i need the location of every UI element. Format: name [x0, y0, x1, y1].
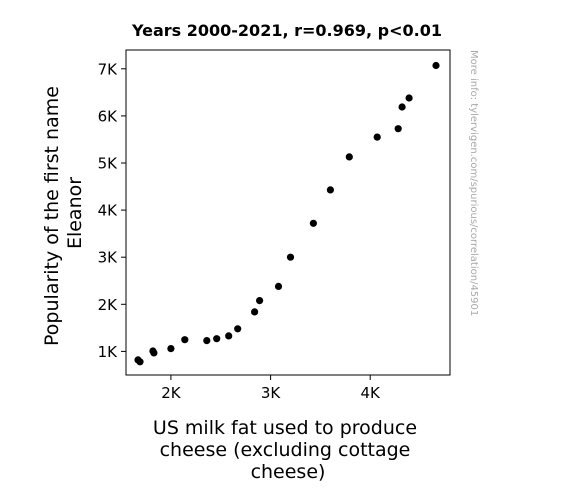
- data-point: [167, 345, 175, 353]
- data-point: [251, 308, 259, 316]
- data-point: [286, 253, 295, 261]
- data-point: [432, 61, 440, 70]
- y-tick-label: 7K: [98, 60, 119, 78]
- x-tick-label: 4K: [361, 384, 382, 402]
- x-axis-label: US milk fat used to produce cheese (excl…: [153, 417, 423, 483]
- x-axis-label-line-1: US milk fat used to produce: [153, 417, 417, 439]
- y-axis: 1K 2K 3K 4K 5K 6K 7K: [98, 60, 126, 361]
- data-point: [405, 94, 413, 102]
- watermark-text: More info: tylervigen.com/spurious/corre…: [468, 50, 479, 316]
- x-tick-label: 3K: [261, 384, 282, 402]
- y-tick-label: 5K: [98, 155, 119, 173]
- x-tick-label: 2K: [161, 384, 182, 402]
- data-point: [181, 336, 189, 344]
- data-point: [398, 103, 406, 111]
- data-point: [394, 125, 402, 133]
- y-tick-label: 1K: [98, 343, 119, 361]
- y-tick-label: 4K: [98, 202, 119, 220]
- y-tick-label: 2K: [98, 296, 119, 314]
- data-point: [203, 337, 211, 345]
- data-points: [134, 61, 440, 366]
- plot-area: [125, 49, 451, 376]
- x-axis-label-line-2: cheese (excluding cottage: [160, 439, 411, 461]
- data-point: [345, 153, 353, 161]
- data-point: [326, 186, 334, 194]
- y-axis-label: Popularity of the first name Eleanor: [41, 80, 86, 346]
- x-axis-label-line-3: cheese): [251, 461, 326, 483]
- data-point: [150, 349, 158, 357]
- y-axis-label-line-1: Popularity of the first name: [41, 86, 63, 346]
- data-point: [213, 335, 221, 343]
- y-tick-label: 3K: [98, 249, 119, 267]
- data-point: [136, 358, 144, 366]
- data-point: [309, 219, 317, 227]
- data-point: [373, 133, 381, 141]
- data-point: [234, 325, 242, 333]
- chart-title: Years 2000-2021, r=0.969, p<0.01: [131, 21, 442, 40]
- y-tick-label: 6K: [98, 107, 119, 125]
- y-axis-label-line-2: Eleanor: [64, 177, 86, 249]
- data-point: [274, 282, 283, 290]
- data-point: [256, 297, 264, 305]
- x-axis: 2K 3K 4K: [161, 375, 381, 402]
- data-point: [225, 332, 233, 340]
